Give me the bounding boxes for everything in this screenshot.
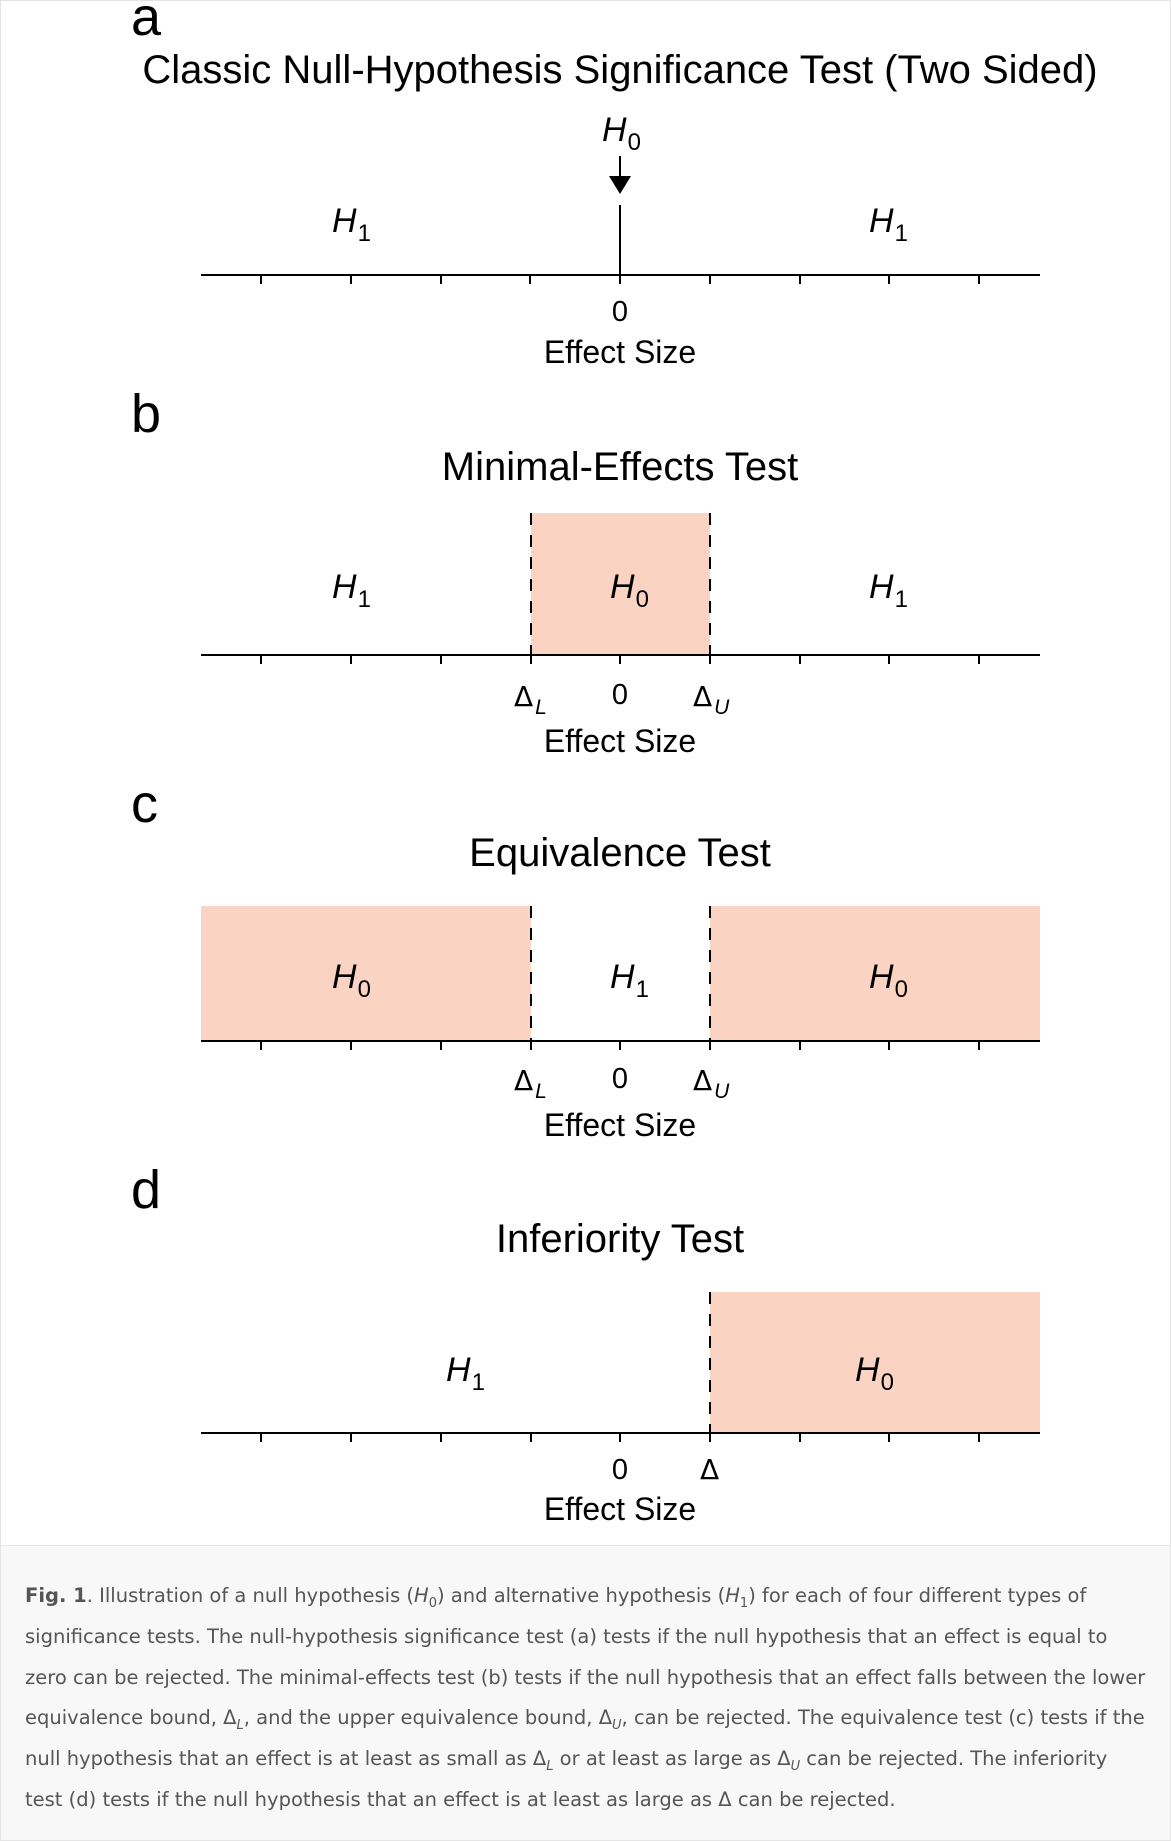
caption-text: Fig. 1. Illustration of a null hypothesi… (25, 1584, 1146, 1811)
effect-size-axis (201, 1432, 1040, 1442)
tick-label-zero: 0 (612, 296, 628, 328)
null-region (710, 1292, 1040, 1433)
null-region-upper (710, 906, 1040, 1041)
effect-size-axis (201, 654, 1040, 664)
axis-label: Effect Size (544, 1107, 696, 1143)
lower-bound-label: ΔL (514, 680, 547, 719)
h0-label: H0 (602, 111, 641, 156)
panel-title: Minimal-Effects Test (442, 445, 798, 489)
panel-letter: c (131, 774, 158, 834)
tick-label-zero: 0 (612, 679, 628, 711)
axis-label: Effect Size (544, 723, 696, 759)
figure-diagram: a Classic Null-Hypothesis Significance T… (131, 0, 1098, 1527)
panel-letter: d (131, 1160, 161, 1220)
arrow-down-icon (609, 156, 631, 194)
panel-letter: a (131, 0, 162, 47)
h1-label: H1 (446, 1351, 485, 1396)
caption-label: Fig. 1 (25, 1584, 87, 1607)
tick-label-zero: 0 (612, 1063, 628, 1095)
bound-label: Δ (700, 1453, 719, 1486)
panel-title: Equivalence Test (469, 831, 771, 875)
axis-label: Effect Size (544, 1491, 696, 1527)
panel-b: b Minimal-Effects Test H0 H1 H1 ΔL 0 ΔU … (131, 384, 1040, 759)
panel-d: d Inferiority Test H1 H0 0 Δ Effect Size (131, 1160, 1040, 1527)
upper-bound-label: ΔU (693, 680, 730, 719)
h0-label-right: H0 (869, 958, 908, 1003)
h1-label-right: H1 (869, 568, 908, 613)
h0-label-left: H0 (332, 958, 371, 1003)
effect-size-axis (201, 274, 1040, 284)
panel-letter: b (131, 384, 161, 444)
upper-bound-label: ΔU (693, 1064, 730, 1103)
h1-label-right: H1 (869, 202, 908, 247)
effect-size-axis (201, 1040, 1040, 1050)
h0-label: H0 (610, 568, 649, 613)
axis-label: Effect Size (544, 334, 696, 370)
panel-c: c Equivalence Test H0 H1 H0 ΔL 0 ΔU Effe… (131, 774, 1040, 1143)
h1-label-left: H1 (332, 202, 371, 247)
null-region (531, 513, 710, 655)
h1-label-left: H1 (332, 568, 371, 613)
panel-title: Inferiority Test (496, 1217, 744, 1261)
h1-label: H1 (610, 958, 649, 1003)
panel-a: a Classic Null-Hypothesis Significance T… (131, 0, 1098, 370)
null-region-lower (201, 906, 531, 1041)
panel-title: Classic Null-Hypothesis Significance Tes… (142, 48, 1097, 92)
tick-label-zero: 0 (612, 1454, 628, 1486)
figure-caption: Fig. 1. Illustration of a null hypothesi… (1, 1545, 1170, 1840)
lower-bound-label: ΔL (514, 1064, 547, 1103)
h0-label: H0 (855, 1351, 894, 1396)
